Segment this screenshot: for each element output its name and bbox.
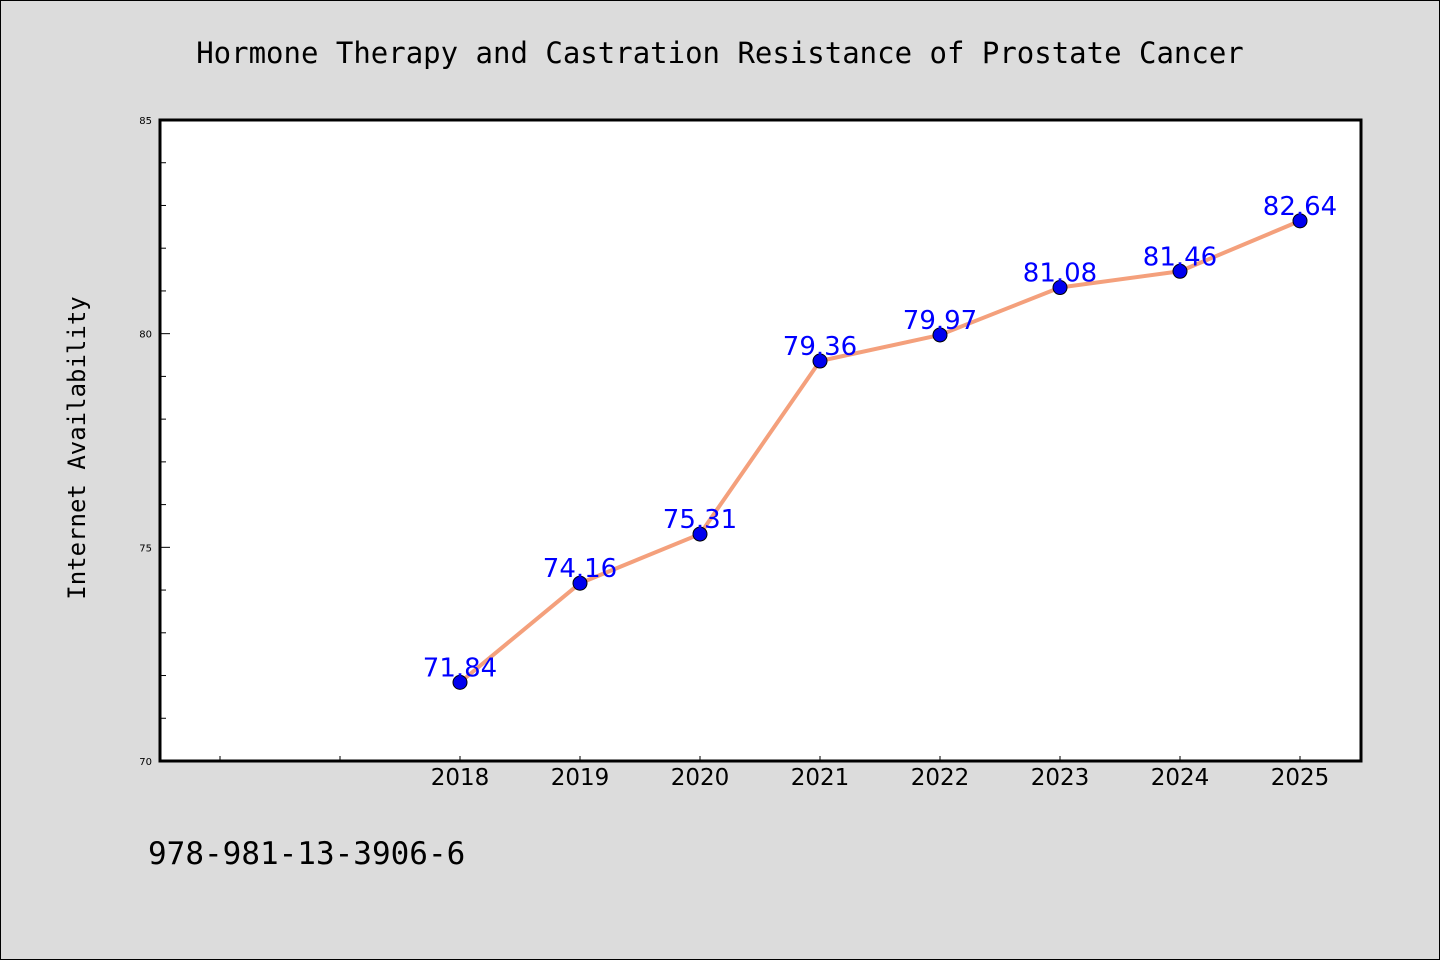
data-point[interactable] [932,327,948,343]
x-tick-label: 2023 [1031,765,1090,791]
data-label: 71.84 [423,653,497,683]
series-line [458,219,1301,684]
x-axis-ticks: 2018 2019 2020 2021 2022 2023 2024 2025 [219,756,1330,791]
data-point[interactable] [1052,280,1068,296]
x-tick-label: 2022 [911,765,970,791]
data-label: 79.36 [783,332,857,362]
y-tick-label: 85 [139,116,152,127]
data-label: 75.31 [663,505,737,535]
y-tick-label: 75 [139,543,152,554]
plot-area [158,118,1363,763]
data-point[interactable] [692,526,708,542]
y-tick-label: 80 [139,330,152,341]
data-label: 81.46 [1143,242,1217,272]
data-point[interactable] [812,353,828,369]
x-tick-label: 2021 [791,765,850,791]
data-point[interactable] [572,575,588,591]
y-axis-label: Internet Availability [63,296,91,599]
x-tick-label: 2024 [1151,765,1210,791]
data-label: 82.64 [1263,192,1337,222]
x-tick-label: 2025 [1271,765,1330,791]
data-point[interactable] [452,674,468,690]
isbn-text: 978-981-13-3906-6 [148,836,465,872]
data-label: 74.16 [543,554,617,584]
x-tick-label: 2019 [551,765,610,791]
x-tick-label: 2020 [671,765,730,791]
x-tick-label: 2018 [431,765,490,791]
data-point[interactable] [1292,213,1308,229]
y-tick-label: 70 [139,757,152,768]
data-label: 81.08 [1023,259,1097,289]
chart-title: Hormone Therapy and Castration Resistanc… [196,36,1244,70]
data-point[interactable] [1172,263,1188,279]
series-layer: 71.84 74.16 75.31 79.36 79.97 81.08 81.46 82.64 [423,192,1337,690]
data-label: 79.97 [903,306,977,336]
y-axis-ticks: 70 75 80 85 [139,116,170,768]
